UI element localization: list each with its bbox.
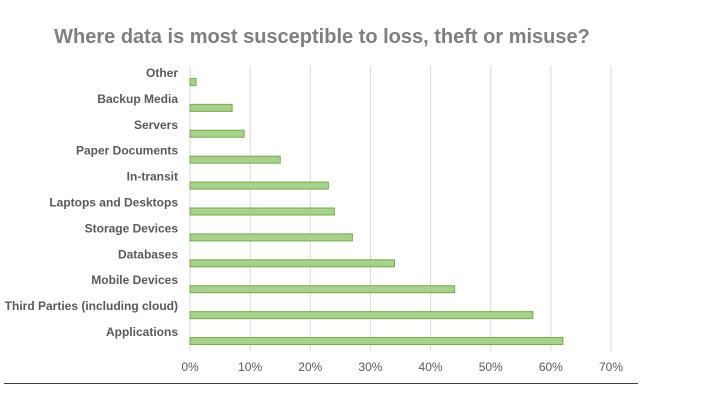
x-tick-label: 10% bbox=[238, 360, 262, 374]
category-label: Databases bbox=[118, 247, 178, 261]
bar bbox=[189, 207, 335, 216]
bar bbox=[189, 311, 534, 320]
bar bbox=[189, 129, 245, 138]
x-tick-label: 30% bbox=[358, 360, 382, 374]
category-label: Laptops and Desktops bbox=[49, 196, 178, 210]
x-tick-label: 50% bbox=[479, 360, 503, 374]
bar bbox=[189, 103, 233, 112]
bar bbox=[189, 233, 353, 242]
category-labels: Other Backup Media Servers Paper Documents I… bbox=[5, 66, 179, 339]
x-tick-label: 20% bbox=[298, 360, 322, 374]
x-tick-label: 0% bbox=[181, 360, 199, 374]
x-tick-label: 60% bbox=[539, 360, 563, 374]
bottom-divider bbox=[4, 383, 638, 384]
category-label: Mobile Devices bbox=[91, 273, 178, 287]
bar bbox=[189, 259, 395, 268]
category-label: Applications bbox=[106, 325, 178, 339]
category-label: Storage Devices bbox=[85, 221, 179, 235]
category-label: Servers bbox=[134, 118, 178, 132]
category-label: Backup Media bbox=[97, 92, 178, 106]
bars bbox=[189, 77, 564, 346]
bar bbox=[189, 285, 456, 294]
chart-title: Where data is most susceptible to loss, … bbox=[54, 26, 590, 48]
category-label: Other bbox=[146, 66, 178, 80]
category-label: In-transit bbox=[127, 170, 178, 184]
x-tick-labels: 0% 10% 20% 30% 40% 50% 60% 70% bbox=[181, 360, 623, 374]
bar bbox=[189, 337, 564, 346]
x-tick-label: 40% bbox=[419, 360, 443, 374]
bar bbox=[189, 155, 281, 164]
bar bbox=[189, 181, 329, 190]
category-label: Paper Documents bbox=[76, 144, 178, 158]
bar bbox=[189, 77, 197, 86]
x-tick-label: 70% bbox=[599, 360, 623, 374]
category-label: Third Parties (including cloud) bbox=[5, 299, 178, 313]
